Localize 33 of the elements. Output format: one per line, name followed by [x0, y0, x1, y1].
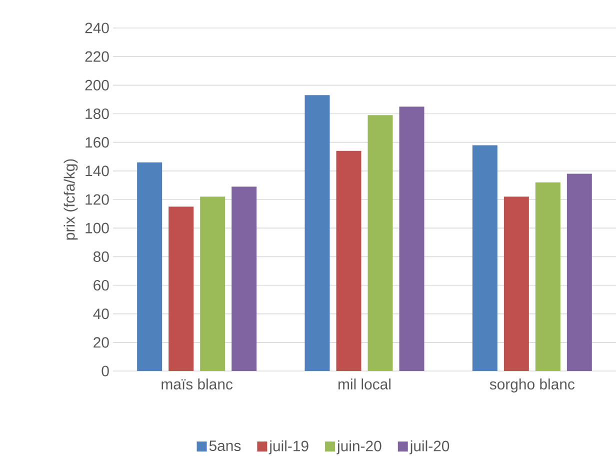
y-tick-label: 40 [93, 308, 109, 320]
bar [399, 106, 424, 371]
x-tick-label: maïs blanc [162, 378, 233, 390]
bar [566, 174, 592, 371]
legend-label: juil-20 [410, 440, 450, 454]
y-tick-label: 140 [86, 166, 109, 176]
y-tick-label: 0 [102, 366, 109, 376]
bar [200, 196, 226, 371]
legend-label: juin-20 [336, 440, 382, 454]
y-tick-label: 100 [86, 222, 109, 234]
bar [472, 145, 498, 371]
y-tick-label: 120 [86, 194, 109, 205]
x-tick-label: mil local [338, 378, 390, 390]
bar [336, 150, 362, 371]
y-tick-label: 160 [86, 137, 109, 148]
y-tick-label: 180 [86, 108, 109, 120]
bar [504, 196, 529, 371]
legend-label: juil-19 [268, 440, 308, 454]
y-tick-label: 60 [94, 280, 109, 291]
y-tick-label: 240 [85, 22, 109, 34]
bar [304, 95, 330, 371]
bar [368, 115, 393, 371]
x-tick-label: sorgho blanc [490, 378, 575, 392]
bar [535, 182, 560, 371]
y-tick-label: 220 [85, 51, 109, 62]
y-tick-label: 80 [94, 251, 109, 262]
legend-label: 5ans [209, 440, 241, 452]
y-tick-label: 200 [85, 80, 109, 90]
bar [137, 162, 162, 371]
bar [168, 206, 194, 371]
y-tick-label: 20 [94, 337, 109, 348]
y-axis-title: prix (fcfa/kg) [64, 159, 78, 240]
bar [232, 186, 257, 371]
